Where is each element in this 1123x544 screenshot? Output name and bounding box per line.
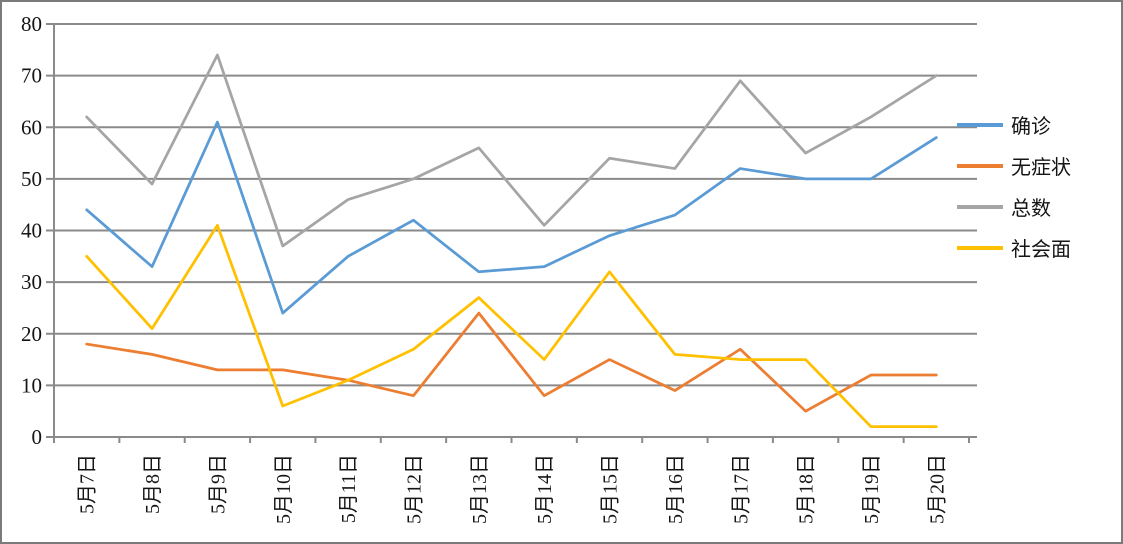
x-axis-label: 5月20日 — [926, 454, 948, 524]
y-axis-label: 20 — [21, 322, 42, 346]
y-axis-label: 0 — [32, 425, 43, 449]
legend-item-total: 总数 — [957, 186, 1071, 227]
legend-item-asymptomatic: 无症状 — [957, 145, 1071, 186]
legend-swatch-community — [957, 245, 1003, 250]
y-axis-label: 30 — [21, 270, 42, 294]
y-axis-label: 10 — [21, 373, 42, 397]
x-axis-label: 5月10日 — [273, 454, 295, 524]
legend-swatch-total — [957, 204, 1003, 209]
legend-item-confirmed: 确诊 — [957, 104, 1071, 145]
legend: 确诊 无症状 总数 社会面 — [957, 104, 1071, 268]
legend-swatch-asymptomatic — [957, 163, 1003, 168]
series-line-community — [85, 223, 938, 429]
legend-swatch-confirmed — [957, 122, 1003, 127]
series-line-confirmed — [85, 120, 938, 315]
x-axis-label: 5月8日 — [142, 454, 164, 514]
x-axis-label: 5月13日 — [469, 454, 491, 524]
y-axis-label: 50 — [21, 167, 42, 191]
legend-label-community: 社会面 — [1011, 239, 1071, 261]
x-axis-label: 5月12日 — [403, 454, 425, 524]
y-axis-label: 40 — [21, 219, 42, 243]
legend-label-confirmed: 确诊 — [1011, 116, 1051, 138]
x-axis-label: 5月19日 — [861, 454, 883, 524]
x-axis-label: 5月7日 — [77, 454, 99, 514]
y-axis-label: 70 — [21, 64, 42, 88]
series-line-total — [85, 53, 938, 248]
x-axis-label: 5月16日 — [665, 454, 687, 524]
y-axis-label: 80 — [21, 12, 42, 36]
legend-label-asymptomatic: 无症状 — [1011, 157, 1071, 179]
x-axis-label: 5月15日 — [600, 454, 622, 524]
series-line-asymptomatic — [85, 311, 938, 413]
x-axis-label: 5月17日 — [730, 454, 752, 524]
y-axis-label: 60 — [21, 115, 42, 139]
x-axis-label: 5月9日 — [207, 454, 229, 514]
x-axis-label: 5月18日 — [796, 454, 818, 524]
x-axis-label: 5月14日 — [534, 454, 556, 524]
legend-item-community: 社会面 — [957, 227, 1071, 268]
legend-label-total: 总数 — [1011, 198, 1051, 220]
x-axis-label: 5月11日 — [338, 454, 360, 523]
